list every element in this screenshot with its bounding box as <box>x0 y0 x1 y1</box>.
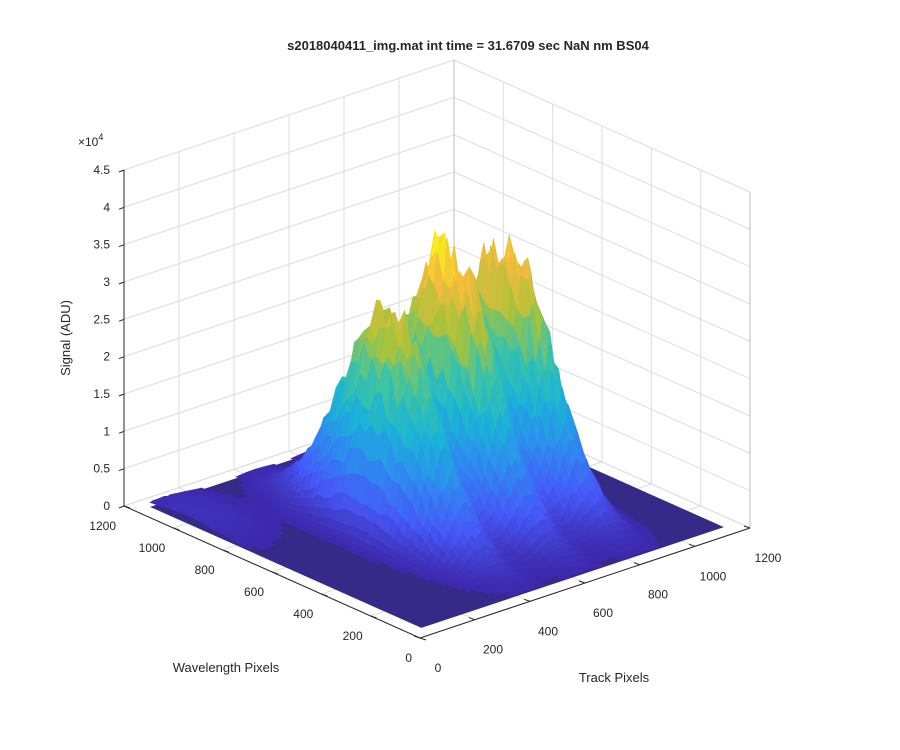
surface-patch <box>646 534 658 540</box>
back-wall-grid-z-7 <box>123 134 455 246</box>
x-tick-label-0: 0 <box>435 661 442 675</box>
y-tick-3 <box>271 571 279 575</box>
z-tick-7 <box>118 244 125 248</box>
right-wall-grid-z-5 <box>453 208 751 342</box>
z-tick-2 <box>118 430 125 434</box>
surface-patch <box>648 543 660 549</box>
surface-patch <box>274 524 286 530</box>
z-tick-0 <box>118 505 125 509</box>
x-tick-1 <box>468 617 476 621</box>
surface-patch <box>631 520 644 525</box>
x-tick-label-5: 1000 <box>700 569 727 583</box>
x-tick-2 <box>523 598 531 602</box>
y-tick-label-3: 600 <box>244 585 264 599</box>
right-wall-grid-z-7 <box>453 134 751 268</box>
z-exponent-base: ×10 <box>78 135 99 149</box>
axis-ticks: 0 0.5 1 1.5 2 2.5 3 3.5 4 4.5 0 200 400 600 800 1000 120… <box>89 163 781 675</box>
y-tick-label-1: 200 <box>343 629 363 643</box>
back-wall-grid-z-3 <box>123 283 455 395</box>
x-tick-3 <box>578 580 586 584</box>
z-tick-label-9: 4.5 <box>93 163 110 177</box>
z-tick-3 <box>118 393 125 397</box>
back-wall-grid-z-9 <box>123 59 455 171</box>
x-axis-label: Track Pixels <box>579 670 650 685</box>
y-tick-label-0: 0 <box>405 651 412 665</box>
surface-patch <box>272 534 284 540</box>
z-tick-1 <box>118 468 125 472</box>
surface-mesh <box>149 229 724 628</box>
z-tick-5 <box>118 318 125 322</box>
z-exponent-value: 4 <box>98 132 103 142</box>
z-tick-6 <box>118 281 125 285</box>
surface-patch <box>640 527 653 532</box>
z-exponent-label: ×104 <box>78 132 103 149</box>
z-tick-label-4: 2 <box>103 350 110 364</box>
back-wall-grid-z-6 <box>123 171 455 283</box>
y-tick-0 <box>419 637 427 641</box>
back-wall-grid-z-8 <box>123 96 455 208</box>
right-wall-grid-z-6 <box>453 171 751 305</box>
z-tick-label-1: 0.5 <box>93 462 110 476</box>
y-tick-label-5: 1000 <box>139 541 166 555</box>
z-tick-9 <box>118 169 125 173</box>
surface-patch <box>643 530 655 536</box>
x-tick-label-1: 200 <box>483 643 503 657</box>
y-tick-label-2: 400 <box>293 607 313 621</box>
x-tick-5 <box>688 543 696 547</box>
y-tick-1 <box>370 615 377 619</box>
x-tick-label-4: 800 <box>648 588 668 602</box>
z-tick-label-6: 3 <box>103 275 110 289</box>
x-tick-label-6: 1200 <box>755 551 782 565</box>
x-tick-4 <box>633 562 641 566</box>
surface-patch <box>534 581 547 587</box>
z-tick-label-5: 2.5 <box>93 312 110 326</box>
z-tick-label-7: 3.5 <box>93 238 110 252</box>
x-tick-label-2: 400 <box>538 624 558 638</box>
back-wall-grid-z-5 <box>123 208 455 320</box>
surface-patch <box>648 538 661 544</box>
right-wall-grid-z-8 <box>453 96 751 230</box>
y-tick-label-6: 1200 <box>89 519 116 533</box>
surface-patch <box>273 529 285 535</box>
y-tick-2 <box>321 593 328 597</box>
surface-patch <box>265 541 277 547</box>
z-tick-label-3: 1.5 <box>93 387 110 401</box>
surface-patch <box>614 507 625 512</box>
y-tick-label-4: 800 <box>195 563 215 577</box>
chart-title: s2018040411_img.mat int time = 31.6709 s… <box>287 38 649 53</box>
y-tick-5 <box>173 527 180 531</box>
z-tick-8 <box>118 206 125 210</box>
z-axis-label: Signal (ADU) <box>58 300 73 376</box>
x-tick-label-3: 600 <box>593 606 613 620</box>
x-tick-6 <box>743 525 751 529</box>
y-tick-4 <box>222 549 229 553</box>
z-tick-4 <box>118 356 125 360</box>
y-axis-label: Wavelength Pixels <box>173 660 280 675</box>
surface-patch <box>593 561 605 567</box>
right-wall-grid-z-9 <box>453 59 751 193</box>
z-tick-label-2: 1 <box>103 424 110 438</box>
surface-patch <box>623 513 635 518</box>
back-wall-grid-z-4 <box>123 246 455 358</box>
y-tick-6 <box>123 505 131 509</box>
z-tick-label-0: 0 <box>103 499 110 513</box>
z-tick-label-8: 4 <box>103 200 110 214</box>
x-tick-0 <box>413 635 421 639</box>
